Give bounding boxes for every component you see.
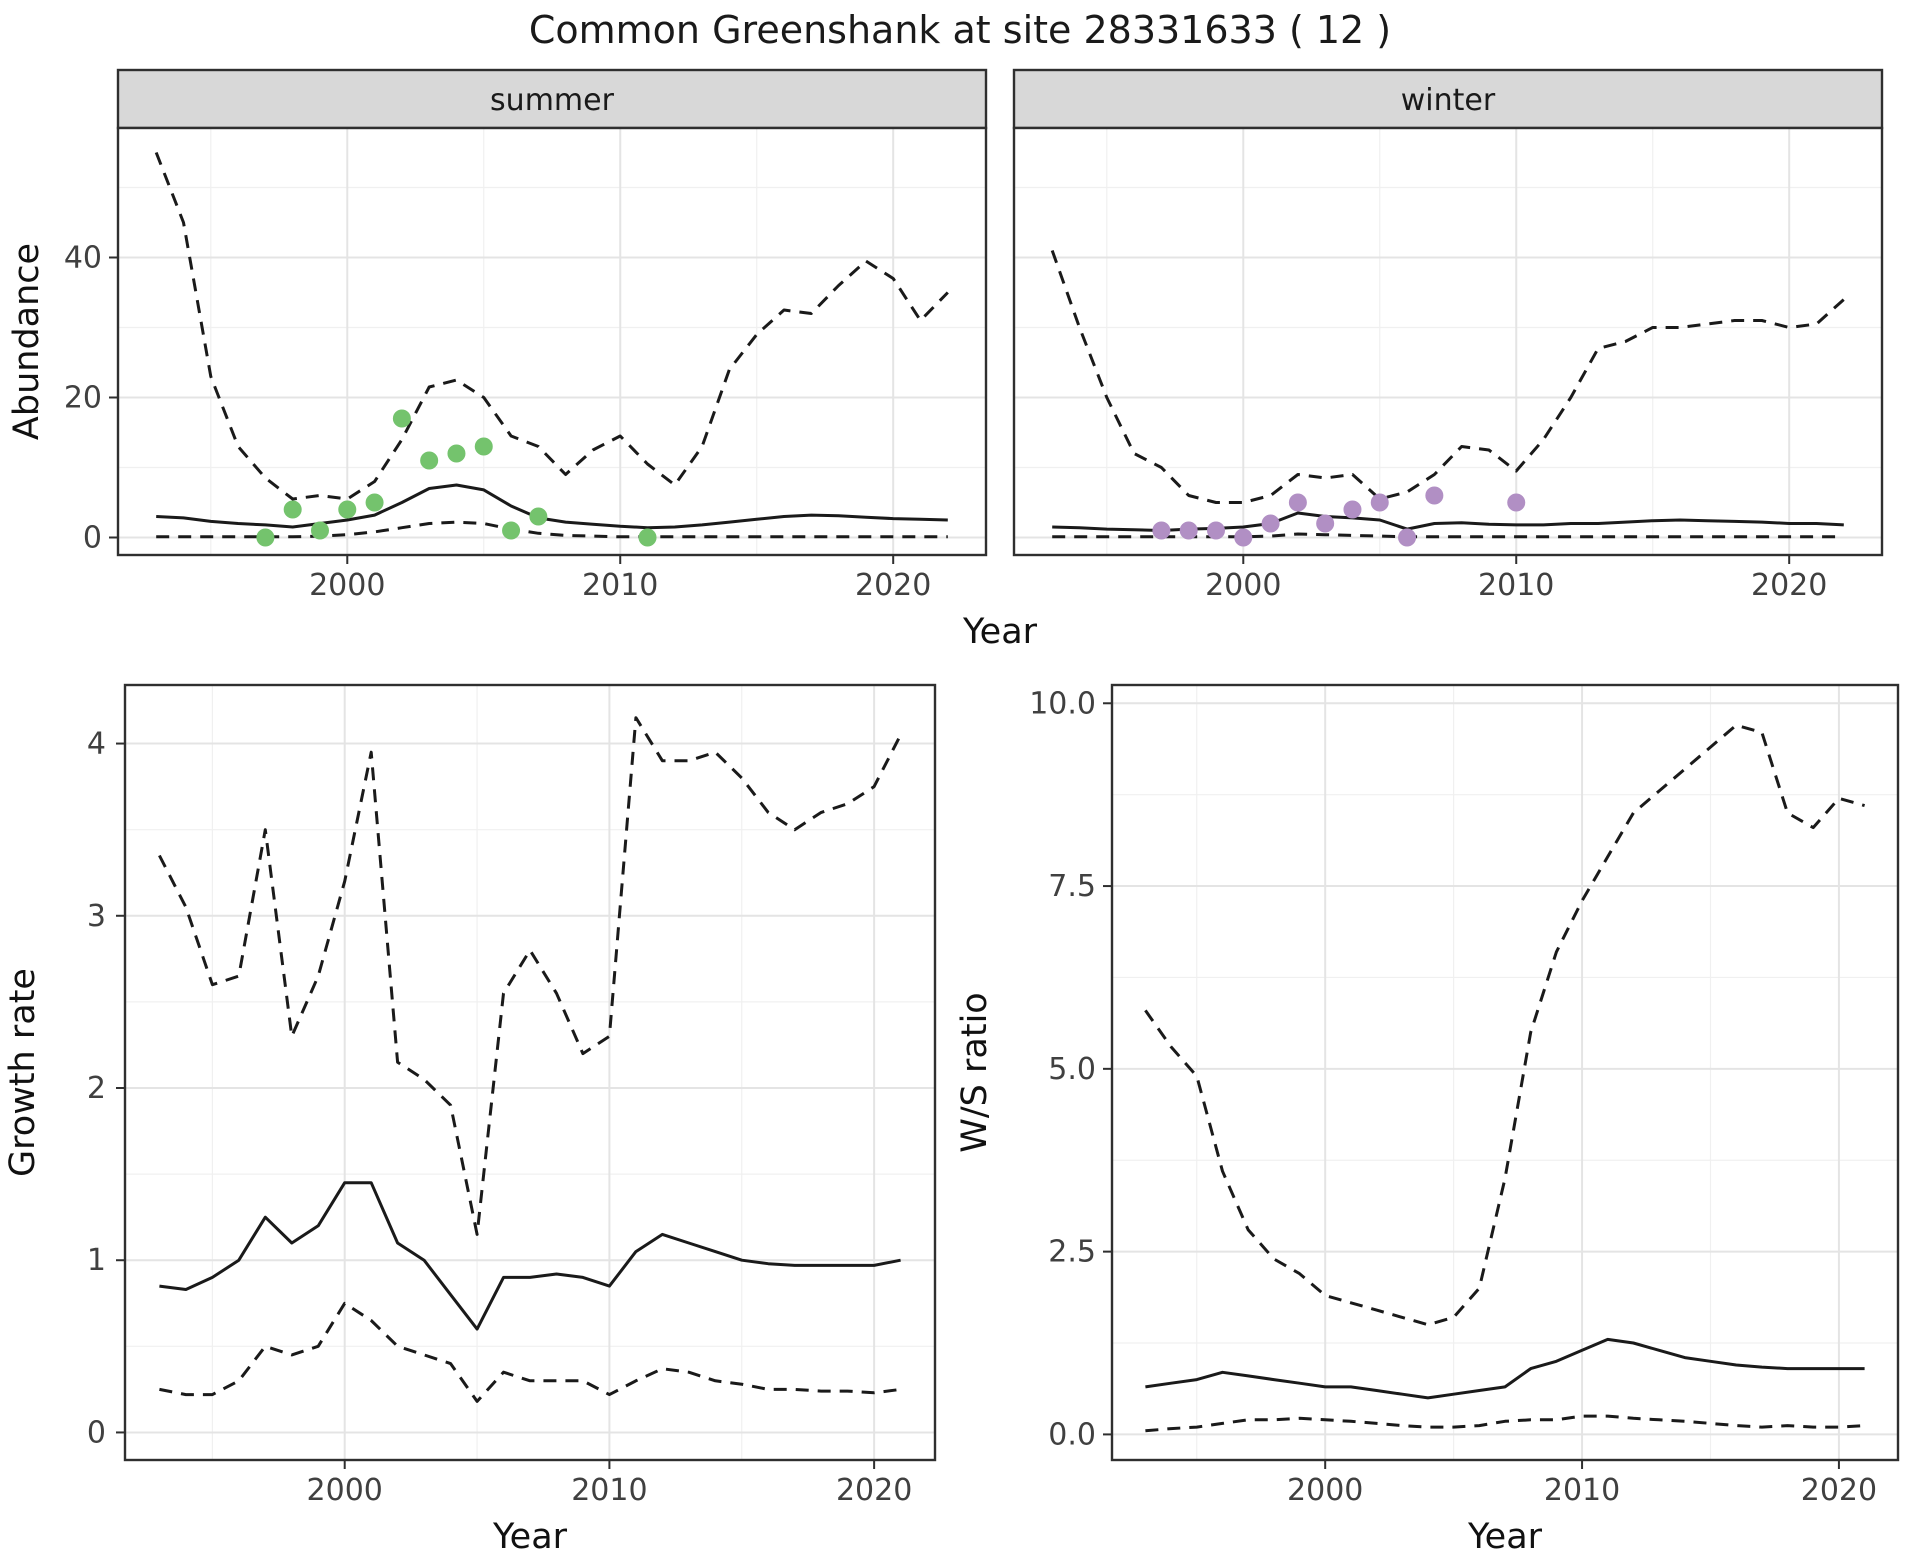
y-tick-label: 20 (64, 381, 102, 416)
plot-title: Common Greenshank at site 28331633 ( 12 … (528, 8, 1392, 52)
x-tick-label: 2020 (836, 1473, 912, 1508)
data-point (1316, 514, 1335, 533)
x-axis-title: Year (962, 612, 1038, 652)
x-axis-title: Year (1467, 1517, 1543, 1557)
x-tick-label: 2020 (1751, 568, 1827, 603)
facet-strip-label: summer (490, 83, 615, 118)
facet-strip-summer: summer (116, 68, 988, 130)
data-point (1152, 521, 1171, 540)
facet-strip (116, 68, 988, 130)
data-point (474, 437, 493, 456)
panel-ws-ratio: 2000 2010 2020 0.0 2.5 5.0 7.5 10.0 (1029, 683, 1900, 1508)
data-point (638, 528, 657, 547)
y-axis-title: W/S ratio (955, 992, 995, 1152)
y-tick-label: 3 (87, 899, 106, 934)
y-tick-label: 4 (87, 727, 106, 762)
data-point (1179, 521, 1198, 540)
y-axis-title: Abundance (7, 243, 47, 440)
lower-95ci-line (1145, 1414, 1865, 1433)
panel-border (1110, 683, 1900, 1462)
mean-line (1145, 1337, 1865, 1400)
upper-95ci-line (1144, 723, 1866, 1327)
data-point (1261, 514, 1280, 533)
panel-growth-rate: 2000 2010 2020 0 1 2 3 4 (87, 683, 937, 1508)
y-tick-label: 0 (87, 1415, 106, 1450)
mean-line (159, 1181, 901, 1331)
panel-background (118, 128, 986, 555)
y-axis-title: Growth rate (3, 968, 43, 1177)
data-point (310, 521, 329, 540)
upper-95ci-line (158, 716, 902, 1236)
data-point (529, 507, 548, 526)
x-tick-label: 2000 (1287, 1473, 1363, 1508)
data-point (365, 493, 384, 512)
data-point (338, 500, 357, 519)
facet-strip-winter: winter (1012, 68, 1884, 130)
lower-95ci-line (159, 1301, 901, 1403)
data-point (1507, 493, 1526, 512)
upper-95ci-line (1050, 249, 1845, 504)
facet-strip (1012, 68, 1884, 130)
x-tick-label: 2010 (1478, 568, 1554, 603)
x-tick-label: 2020 (855, 568, 931, 603)
y-tick-label: 40 (64, 241, 102, 276)
lower-95ci-line (156, 520, 948, 539)
data-point (502, 521, 521, 540)
data-point (1343, 500, 1362, 519)
x-tick-label: 2000 (309, 568, 385, 603)
data-point (256, 528, 275, 547)
x-tick-label: 2010 (571, 1473, 647, 1508)
panel-abundance-winter: 2000 2010 2020 (1012, 126, 1884, 603)
x-tick-label: 2000 (1205, 568, 1281, 603)
data-point (392, 409, 411, 428)
panel-border (1012, 126, 1884, 557)
y-tick-label: 2 (87, 1071, 106, 1106)
x-axis-title: Year (492, 1517, 568, 1557)
y-tick-label: 10.0 (1029, 686, 1096, 721)
data-point (420, 451, 439, 470)
y-tick-label: 1 (87, 1243, 106, 1278)
y-tick-label: 5.0 (1048, 1052, 1096, 1087)
mean-line (156, 483, 948, 530)
x-tick-label: 2010 (582, 568, 658, 603)
data-point (1206, 521, 1225, 540)
upper-95ci-line (154, 151, 949, 501)
data-point (1234, 528, 1253, 547)
x-tick-label: 2000 (307, 1473, 383, 1508)
data-point (1370, 493, 1389, 512)
x-tick-label: 2020 (1801, 1473, 1877, 1508)
panel-border (116, 126, 988, 557)
data-point (283, 500, 302, 519)
y-tick-label: 2.5 (1048, 1235, 1096, 1270)
data-point (1425, 486, 1444, 505)
panel-background (1112, 685, 1898, 1460)
data-point (1398, 528, 1417, 547)
panel-border (123, 683, 937, 1462)
panel-background (1014, 128, 1882, 555)
y-tick-label: 7.5 (1048, 869, 1096, 904)
facet-strip-label: winter (1401, 83, 1496, 118)
data-point (447, 444, 466, 463)
y-tick-label: 0 (83, 521, 102, 556)
y-tick-label: 0.0 (1048, 1417, 1096, 1452)
panel-background (125, 685, 935, 1460)
data-point (1288, 493, 1307, 512)
x-tick-label: 2010 (1544, 1473, 1620, 1508)
panel-abundance-summer: 2000 2010 2020 0 20 40 (64, 126, 988, 603)
